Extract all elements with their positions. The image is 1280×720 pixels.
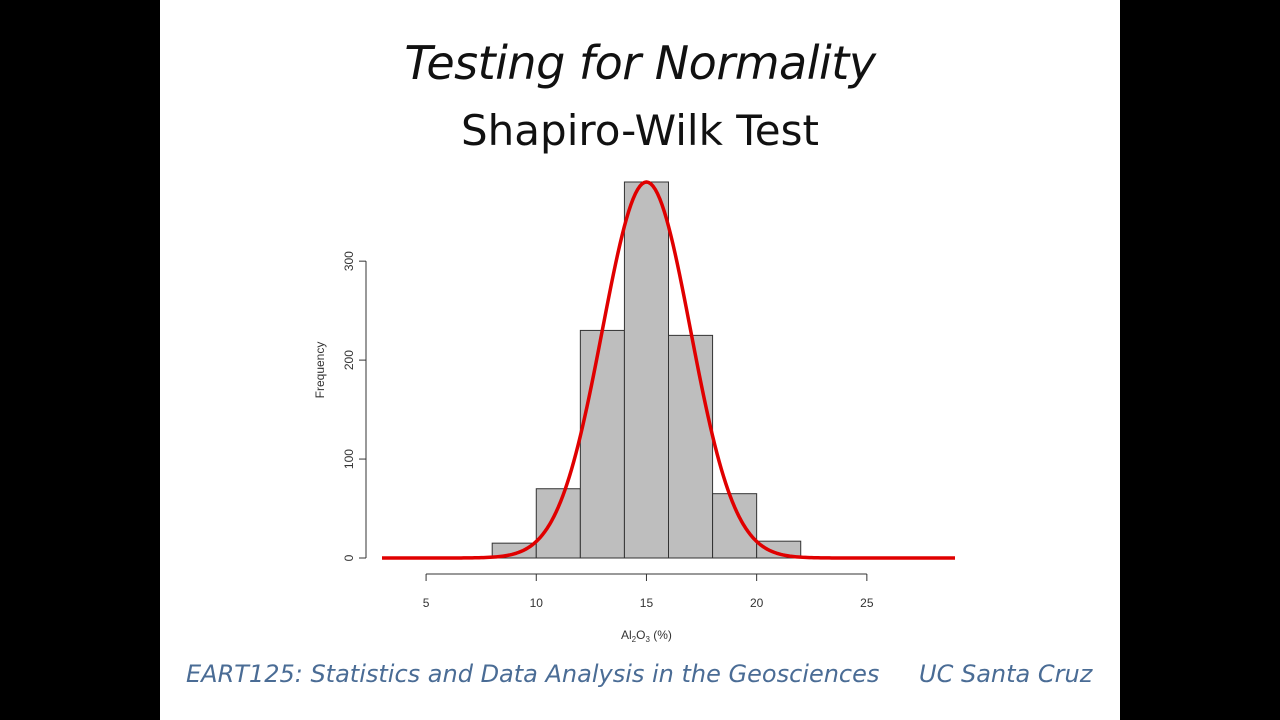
histogram-bars <box>491 181 802 559</box>
x-tick-label-25: 25 <box>860 596 874 610</box>
footer-course: EART125: Statistics and Data Analysis in… <box>186 660 880 688</box>
x-axis-label-mid: O <box>636 628 645 642</box>
slide-title: Testing for Normality <box>404 36 876 90</box>
footer-institution: UC Santa Cruz <box>919 660 1093 688</box>
histogram-bar-6 <box>756 540 802 559</box>
x-tick-label-15: 15 <box>640 596 654 610</box>
histogram-bar-4 <box>668 334 714 559</box>
x-tick-label-10: 10 <box>530 596 544 610</box>
x-axis-label-unit: (%) <box>650 628 672 642</box>
normal-curve <box>382 180 955 560</box>
y-tick-label-300: 300 <box>342 251 356 271</box>
x-axis-label-sub1: 2 <box>632 635 637 644</box>
x-axis-label-base: Al <box>621 628 632 642</box>
y-axis-label: Frequency <box>313 342 327 399</box>
x-axis-label-sub2: 3 <box>645 635 650 644</box>
x-tick-label-20: 20 <box>750 596 764 610</box>
histogram-chart: 5 10 15 20 25 0 100 200 300 Al2O3 (%) Frequency <box>313 180 955 644</box>
slide-subtitle: Shapiro-Wilk Test <box>461 106 819 155</box>
x-tick-label-5: 5 <box>423 596 430 610</box>
y-tick-label-100: 100 <box>342 449 356 469</box>
y-tick-label-0: 0 <box>342 554 356 561</box>
y-tick-label-200: 200 <box>342 350 356 370</box>
slide: Testing for Normality Shapiro-Wilk Test … <box>160 0 1120 720</box>
histogram-bar-3 <box>623 181 669 559</box>
histogram-bar-1 <box>535 488 581 559</box>
x-axis-label: Al2O3 (%) <box>621 628 672 644</box>
histogram-bar-2 <box>579 329 625 559</box>
y-axis: 0 100 200 300 <box>342 251 367 561</box>
x-axis: 5 10 15 20 25 <box>423 573 874 610</box>
